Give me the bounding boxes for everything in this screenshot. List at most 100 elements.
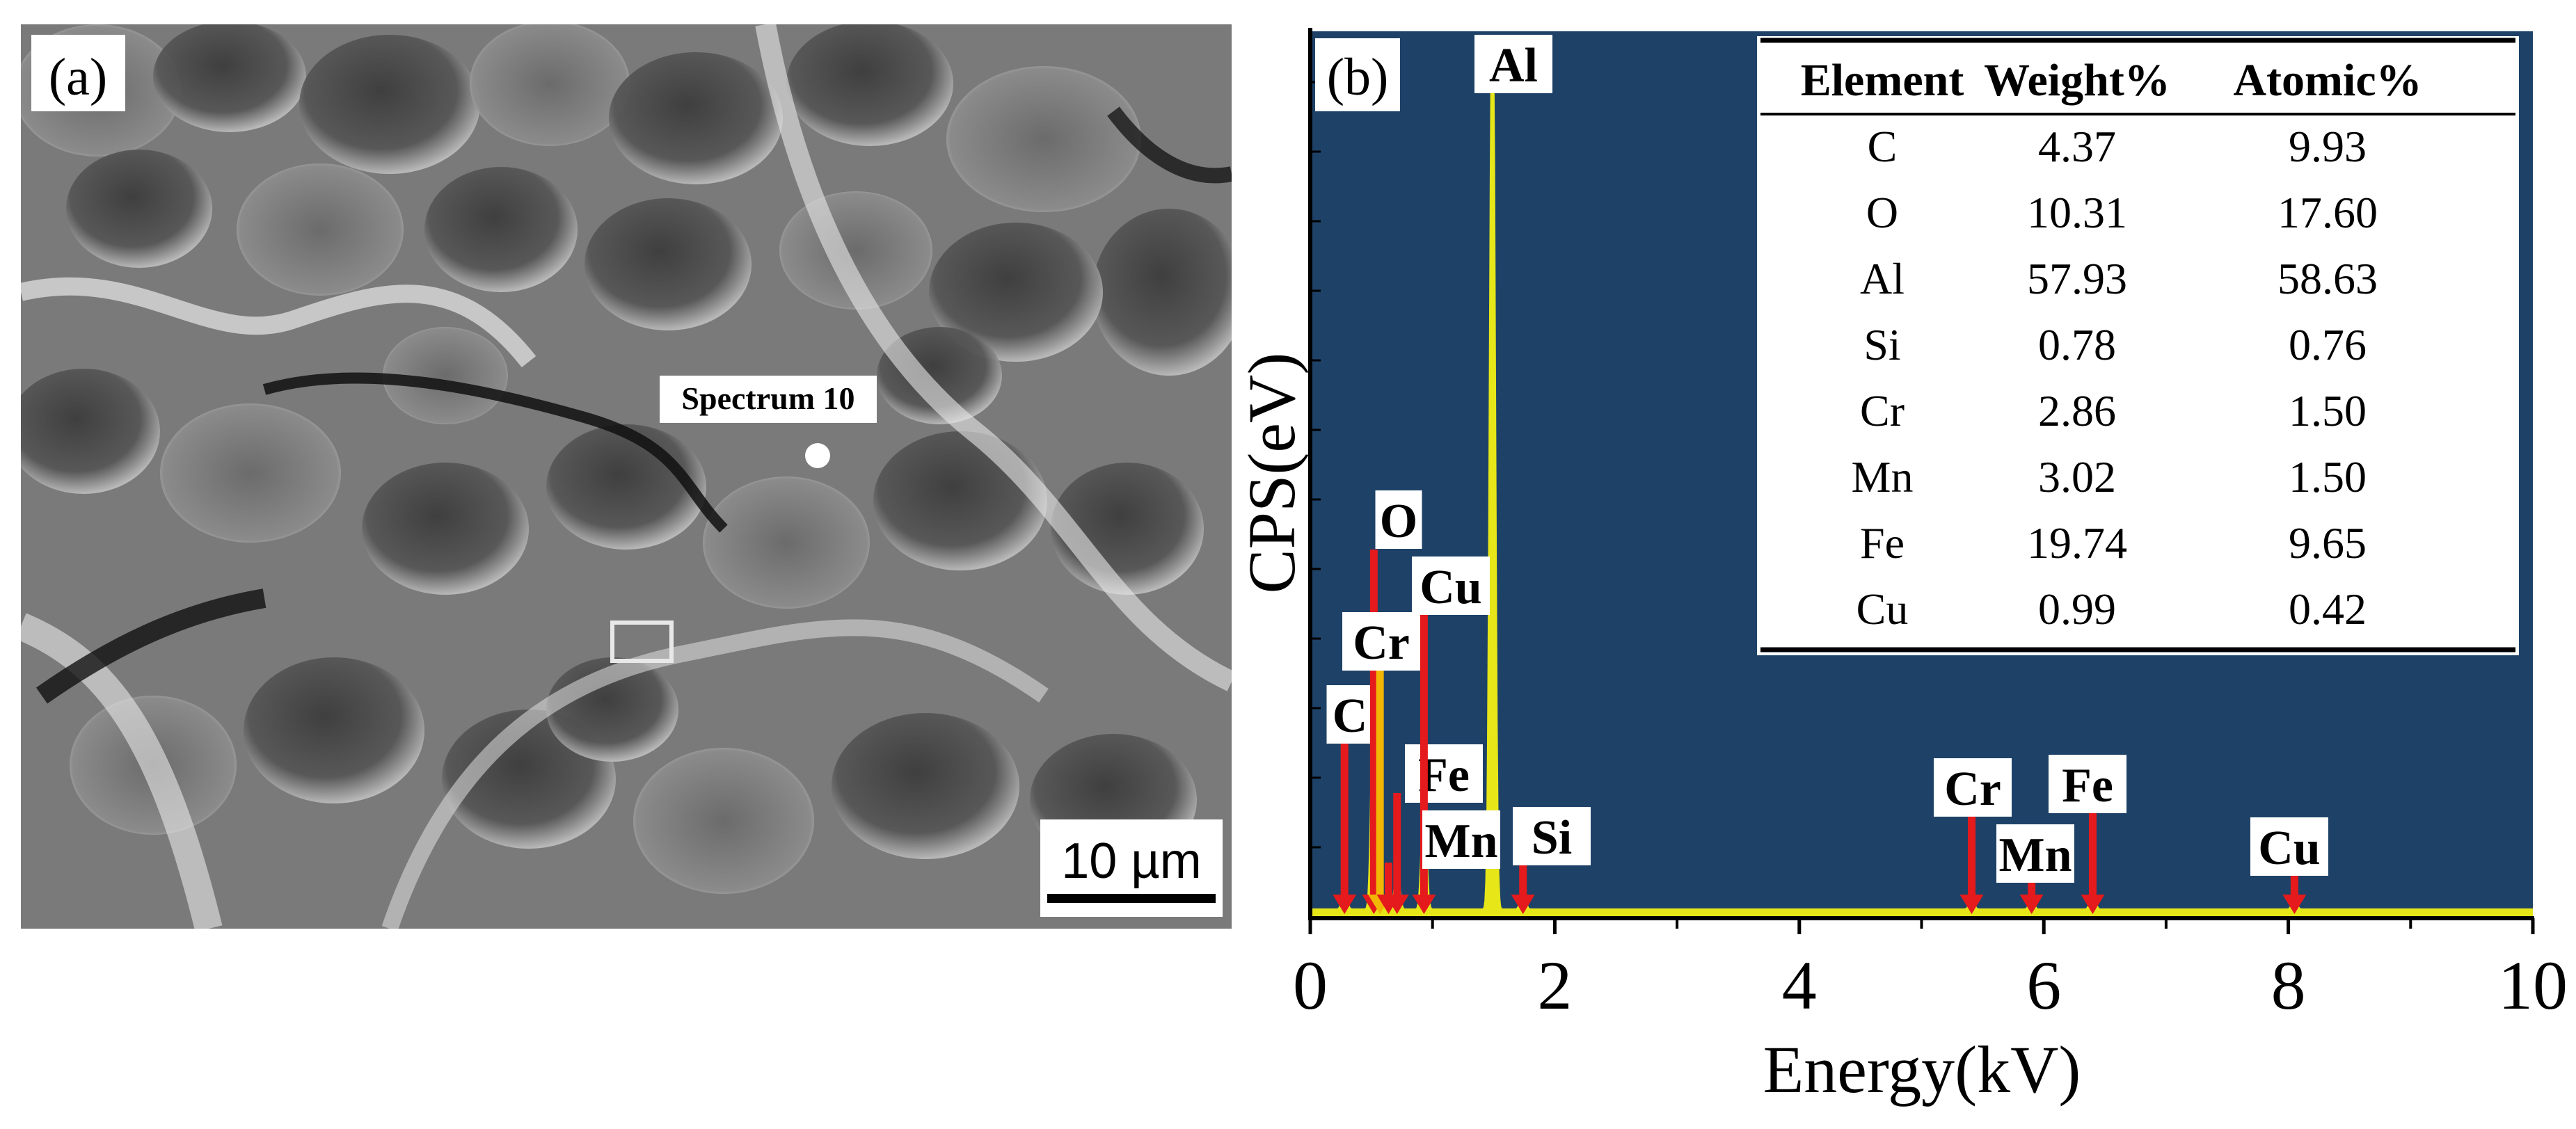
x-tick-label: 6 — [2026, 947, 2061, 1024]
sem-grain — [585, 198, 752, 330]
y-axis-label: CPS(eV) — [1234, 353, 1309, 594]
peak-marker: Mn — [1996, 824, 2074, 914]
peak-label-bg — [1996, 824, 2074, 883]
sem-grain — [424, 167, 578, 292]
table-cell: C — [1868, 122, 1898, 171]
peak-arrowhead — [1511, 895, 1535, 914]
panel-b-label: (b) — [1327, 48, 1389, 106]
peak-arrowhead — [2019, 895, 2044, 914]
peak-label: Cr — [1353, 616, 1410, 670]
table-cell: Al — [1860, 254, 1905, 303]
table-cell: 19.74 — [2027, 518, 2127, 568]
table-cell: 1.50 — [2289, 452, 2367, 502]
table-cell: Fe — [1860, 518, 1905, 568]
sem-grain — [153, 24, 306, 132]
sem-grain — [21, 369, 160, 494]
scale-bar-text: 10 µm — [1061, 833, 1202, 889]
peak-marker: C — [1326, 685, 1374, 914]
spectrum-label: Spectrum 10 — [681, 381, 854, 416]
peak-label-bg — [1422, 810, 1500, 869]
sem-grain — [633, 748, 814, 894]
x-tick-label: 0 — [1293, 947, 1328, 1024]
sem-image-panel: (a) Spectrum 10 10 µm — [21, 24, 1232, 929]
peak-label: C — [1333, 689, 1368, 743]
x-tick-label: 10 — [2498, 947, 2568, 1024]
sem-grain — [237, 163, 404, 296]
peak-label: Si — [1532, 811, 1572, 865]
table-cell: 2.86 — [2038, 386, 2116, 435]
peak-label: Cu — [1420, 561, 1481, 614]
table-cell: Cu — [1857, 584, 1909, 634]
peak-marker: Cr — [1934, 758, 2012, 914]
peak-marker: Mn — [1376, 810, 1500, 914]
table-cell: 3.02 — [2038, 452, 2116, 502]
sem-grain — [66, 150, 212, 268]
spectrum-line — [1310, 42, 2533, 918]
sem-grain — [609, 52, 783, 184]
peak-label-bg — [1375, 490, 1422, 549]
table-cell: 1.50 — [2289, 386, 2367, 435]
sem-grain — [929, 223, 1103, 362]
sem-grain — [383, 327, 508, 424]
table-cell: 58.63 — [2277, 254, 2378, 303]
peak-label: Fe — [2062, 759, 2113, 812]
sem-grain — [244, 657, 424, 803]
spectrum-label-bg — [660, 376, 877, 423]
sem-grain — [470, 24, 630, 146]
peak-arrowhead — [1959, 895, 1984, 914]
sem-grain — [299, 35, 480, 174]
table-background — [1757, 36, 2519, 655]
table-cell: 9.65 — [2289, 518, 2367, 568]
table-cell: O — [1866, 188, 1898, 237]
table-cell: 0.76 — [2289, 320, 2367, 369]
spectrum-point-marker — [805, 443, 830, 468]
table-cell: 17.60 — [2277, 188, 2378, 237]
sem-grain — [832, 713, 1019, 859]
peak-label-bg — [1412, 557, 1490, 615]
table-cell: 57.93 — [2027, 254, 2127, 303]
sem-grain — [362, 463, 529, 595]
panel-a-label: (a) — [49, 48, 107, 106]
sem-grain — [703, 477, 870, 609]
sem-micrograph — [21, 24, 1232, 929]
peak-label: Mn — [1999, 828, 2072, 882]
peak-marker: O — [1362, 490, 1422, 914]
peak-label: Al — [1489, 39, 1538, 93]
sem-grain — [546, 424, 706, 550]
sem-grain — [160, 403, 341, 543]
table-cell: Si — [1863, 320, 1900, 369]
peak-label: Mn — [1425, 815, 1498, 868]
sem-grain — [946, 66, 1141, 212]
composition-table: Element Weight% Atomic% C 4.37 9.93 O 10.31 17.6… — [1757, 36, 2519, 655]
peak-marker: Si — [1511, 807, 1591, 914]
table-cell: Mn — [1852, 452, 1914, 502]
sem-grain — [1092, 209, 1232, 376]
panel-b-label-bg — [1315, 38, 1400, 111]
table-cell: 0.78 — [2038, 320, 2116, 369]
peak-arrowhead — [1333, 895, 1357, 914]
panel-a-label-bg — [31, 35, 125, 111]
scale-bar — [1047, 894, 1216, 903]
peak-label-bg — [1934, 758, 2012, 817]
peak-label-bg — [1326, 685, 1374, 744]
peak-label: O — [1380, 495, 1417, 548]
table-cell: 4.37 — [2038, 122, 2116, 171]
table-header-cell: Weight% — [1984, 55, 2170, 106]
peak-arrowhead — [2282, 895, 2307, 914]
peak-marker: Fe — [2049, 755, 2126, 914]
peak-label: Cu — [2258, 822, 2320, 875]
table-cell: 10.31 — [2027, 188, 2127, 237]
peak-label-bg — [1342, 612, 1420, 671]
x-tick-label: 4 — [1782, 947, 1817, 1024]
peak-label: Cr — [1944, 762, 2001, 816]
peak-label-bg — [1405, 744, 1483, 803]
peak-arrowhead — [1412, 895, 1436, 914]
table-header-cell: Element — [1801, 55, 1964, 106]
peak-arrowhead — [2081, 895, 2105, 914]
peak-label-bg — [2049, 755, 2126, 813]
peak-marker: Al — [1474, 35, 1552, 93]
sem-grain — [873, 431, 1047, 570]
sem-grain — [786, 24, 953, 146]
